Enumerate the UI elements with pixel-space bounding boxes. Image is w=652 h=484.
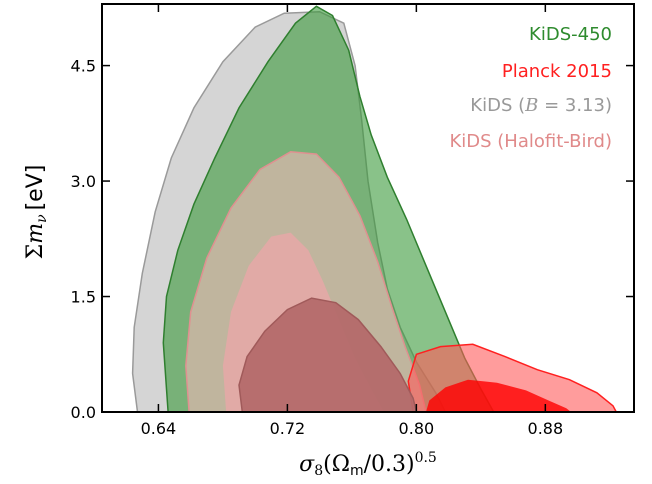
legend-planck-2015: Planck 2015	[502, 61, 612, 82]
legend-kids-450: KiDS-450	[529, 24, 612, 45]
x-axis-label: σ8(Ωm/0.3)0.5	[299, 450, 437, 479]
x-axis-ticks: 0.64 0.72 0.80 0.88	[141, 4, 564, 438]
y-axis-ticks: 0.0 1.5 3.0 4.5	[71, 57, 634, 422]
legend-kids-b-after: = 3.13)	[538, 95, 612, 116]
contour-68-planck-2015	[426, 379, 572, 412]
legend: KiDS-450 Planck 2015 KiDS (B = 3.13) KiD…	[449, 24, 612, 152]
legend-kids-b-before: KiDS (	[470, 95, 525, 116]
y-tick-label: 0.0	[71, 403, 96, 422]
x-tick-label: 0.64	[141, 419, 177, 438]
x-tick-label: 0.80	[399, 419, 435, 438]
x-tick-label: 0.88	[528, 419, 564, 438]
y-axis-label: Σmν[eV]	[23, 165, 50, 260]
legend-kids-halofit: KiDS (Halofit-Bird)	[449, 131, 612, 152]
contour-regions	[131, 5, 618, 413]
plot-frame	[101, 3, 635, 413]
contour-95-kids-halofit-bird-inner	[238, 297, 418, 413]
legend-kids-b: KiDS (B = 3.13)	[470, 95, 612, 116]
y-tick-label: 4.5	[71, 57, 96, 76]
y-tick-label: 1.5	[71, 288, 96, 307]
y-tick-label: 3.0	[71, 172, 96, 191]
x-tick-label: 0.72	[270, 419, 306, 438]
legend-kids-b-var: B	[524, 95, 538, 116]
